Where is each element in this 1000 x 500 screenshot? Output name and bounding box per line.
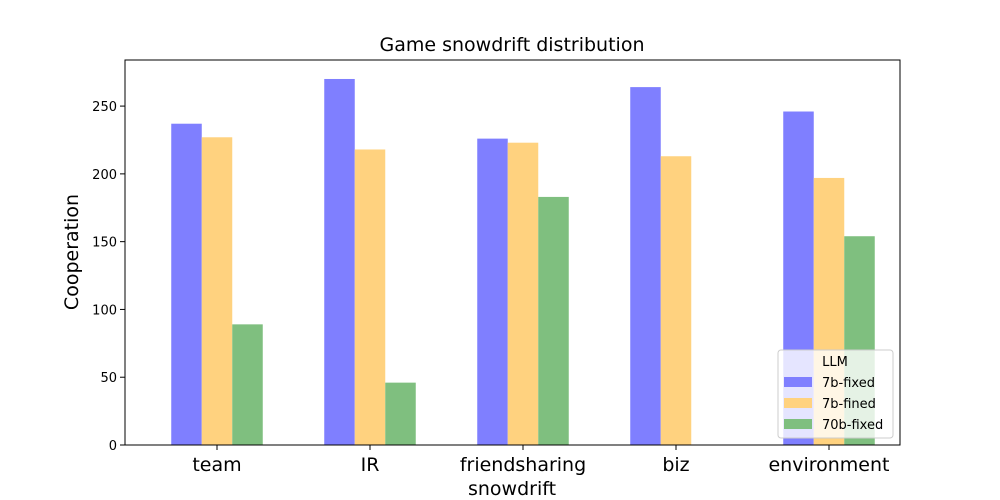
legend-swatch-7b-fixed: [784, 377, 812, 387]
legend-label-70b-fixed: 70b-fixed: [822, 418, 883, 433]
bar-7b-fined-friendsharing: [507, 142, 539, 445]
y-tick-label: 100: [92, 303, 117, 318]
y-tick-label: 50: [100, 371, 117, 386]
y-tick-label: 250: [92, 100, 117, 115]
x-tick-label-team: team: [192, 454, 241, 476]
bar-7b-fixed-friendsharing: [477, 138, 508, 445]
legend: LLM 7b-fixed 7b-fined 70b-fixed: [777, 349, 894, 439]
chart-title: Game snowdrift distribution: [380, 34, 645, 56]
y-tick-label: 200: [92, 168, 117, 183]
legend-label-7b-fixed: 7b-fixed: [822, 376, 875, 391]
y-axis-label: Cooperation: [61, 194, 83, 310]
bar-70b-fixed-IR: [385, 382, 416, 445]
bar-7b-fixed-team: [171, 123, 202, 446]
bar-7b-fixed-IR: [324, 78, 355, 445]
x-tick-label-IR: IR: [361, 454, 380, 476]
legend-box: [777, 349, 894, 439]
bar-70b-fixed-friendsharing: [538, 196, 569, 445]
x-tick-label-environment: environment: [768, 454, 889, 476]
bar-7b-fined-team: [201, 137, 233, 446]
x-tick-label-friendsharing: friendsharing: [460, 454, 586, 476]
legend-label-7b-fined: 7b-fined: [822, 397, 876, 412]
x-tick-label-biz: biz: [662, 454, 689, 476]
bar-7b-fined-IR: [354, 149, 386, 445]
x-axis: team IR friendsharing biz environment: [192, 445, 890, 476]
x-axis-label: snowdrift: [468, 478, 556, 500]
bars-group: [171, 78, 875, 446]
y-tick-label: 150: [92, 236, 117, 251]
y-tick-label: 0: [109, 439, 117, 454]
legend-swatch-70b-fixed: [784, 419, 812, 429]
plot-frame: [124, 59, 901, 446]
legend-swatch-7b-fined: [784, 398, 812, 408]
legend-title: LLM: [822, 355, 848, 370]
bar-70b-fixed-team: [232, 324, 263, 445]
y-axis: 0 50 100 150 200 250: [92, 100, 125, 454]
bar-7b-fixed-biz: [630, 87, 661, 446]
bar-7b-fined-biz: [660, 156, 692, 445]
